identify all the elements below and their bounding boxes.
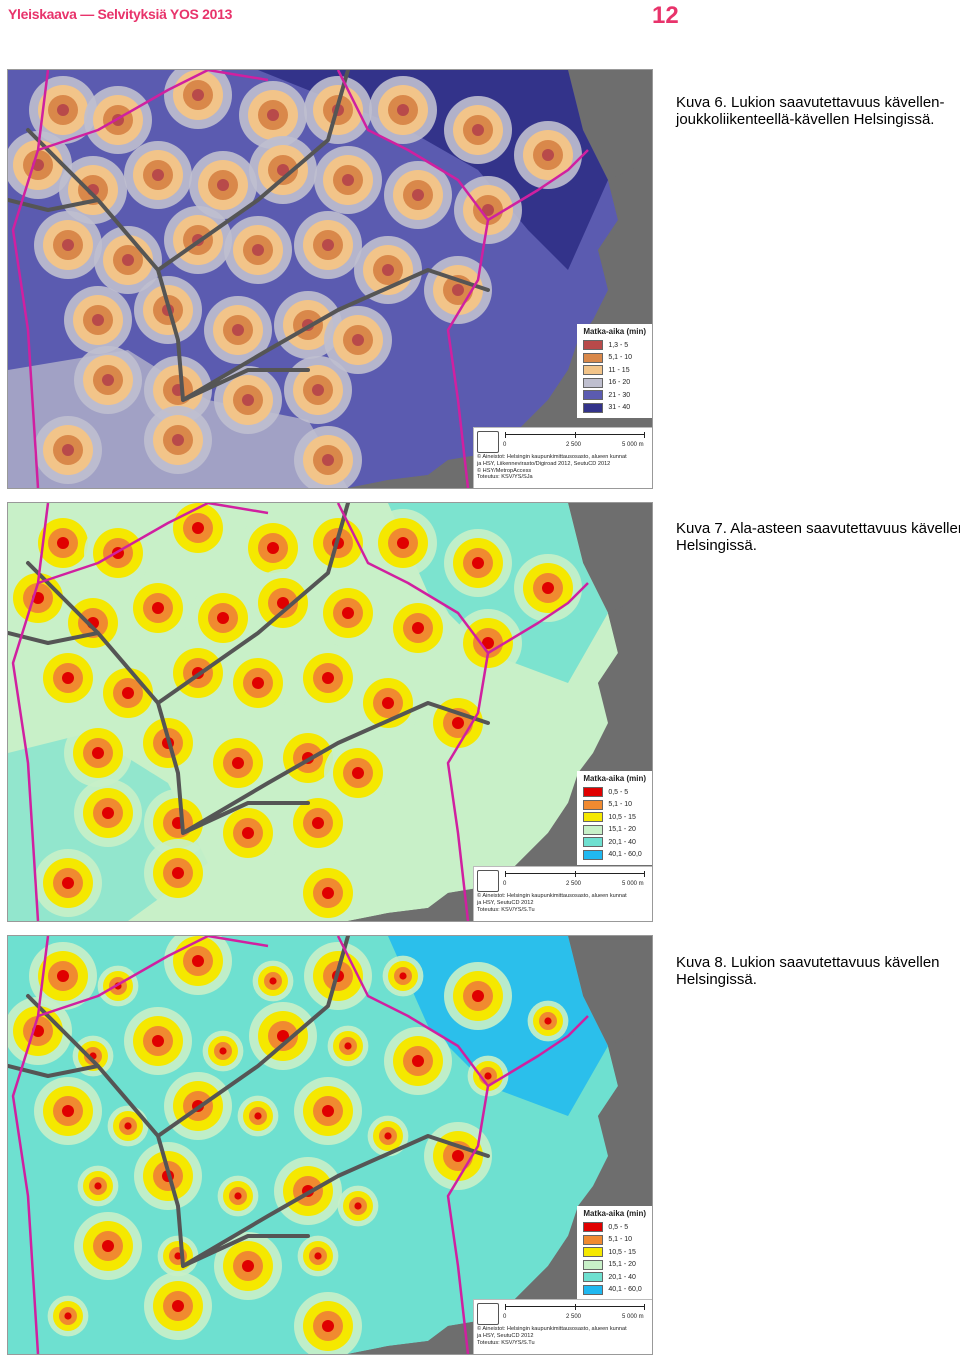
map-canvas — [8, 936, 652, 1354]
legend-swatch — [583, 1234, 604, 1245]
legend-item: 10,5 - 15 — [583, 811, 646, 824]
map-figure-7: Matka-aika (min) 0,5 - 5 5,1 - 10 10,5 - 1… — [7, 502, 653, 922]
legend-swatch — [583, 1222, 604, 1233]
legend-item: 1,3 - 5 — [583, 339, 646, 352]
legend-label: 40,1 - 60,0 — [608, 851, 642, 859]
map-figure-6: Matka-aika (min) 1,3 - 5 5,1 - 10 11 - 15 1… — [7, 69, 653, 489]
legend-item: 0,5 - 5 — [583, 786, 646, 799]
legend-label: 1,3 - 5 — [608, 341, 629, 349]
legend-title: Matka-aika (min) — [583, 774, 646, 783]
legend-label: 10,5 - 15 — [608, 1248, 636, 1256]
legend-swatch — [583, 365, 604, 376]
city-logo-icon — [477, 431, 499, 453]
city-logo-icon — [477, 1303, 499, 1325]
legend-swatch — [583, 1284, 604, 1295]
legend-label: 21 - 30 — [608, 391, 631, 399]
legend-swatch — [583, 352, 604, 363]
legend-swatch — [583, 824, 604, 835]
scale-label-2: 5 000 m — [622, 881, 644, 887]
legend-item: 40,1 - 60,0 — [583, 849, 646, 862]
legend-swatch — [583, 799, 604, 810]
header-title: Yleiskaava — Selvityksiä YOS 2013 — [8, 6, 233, 22]
legend-item: 40,1 - 60,0 — [583, 1284, 646, 1297]
legend-label: 11 - 15 — [608, 366, 630, 374]
legend-title: Matka-aika (min) — [583, 327, 646, 336]
scale-label-0: 0 — [503, 442, 507, 448]
legend-item: 20,1 - 40 — [583, 836, 646, 849]
scale-label-2: 5 000 m — [622, 442, 644, 448]
legend-item: 20,1 - 40 — [583, 1271, 646, 1284]
legend-item: 31 - 40 — [583, 402, 646, 415]
legend-item: 5,1 - 10 — [583, 352, 646, 365]
map-credits: © Aineistot: Helsingin kaupunkimittausos… — [477, 893, 627, 913]
legend-swatch — [583, 377, 604, 388]
scale-label-0: 0 — [503, 881, 507, 887]
legend-swatch — [583, 1259, 604, 1270]
legend-swatch — [583, 1272, 604, 1283]
legend-label: 5,1 - 10 — [608, 354, 633, 362]
caption-figure-6: Kuva 6. Lukion saavutettavuus kävellen-j… — [676, 94, 945, 128]
scale-label-1: 2 500 — [566, 881, 582, 887]
legend-label: 5,1 - 10 — [608, 801, 633, 809]
legend-item: 15,1 - 20 — [583, 1259, 646, 1272]
legend-item: 10,5 - 15 — [583, 1246, 646, 1259]
caption-figure-7: Kuva 7. Ala-asteen saavutettavuus kävell… — [676, 520, 960, 554]
legend-item: 5,1 - 10 — [583, 799, 646, 812]
map-credits: © Aineistot: Helsingin kaupunkimittausos… — [477, 454, 627, 481]
scale-and-credits: 0 2 500 5 000 m © Aineistot: Helsingin k… — [473, 427, 652, 488]
city-logo-icon — [477, 870, 499, 892]
scale-label-2: 5 000 m — [622, 1314, 644, 1320]
legend-item: 16 - 20 — [583, 377, 646, 390]
legend-swatch — [583, 1247, 604, 1258]
map-credits: © Aineistot: Helsingin kaupunkimittausos… — [477, 1326, 627, 1346]
scale-label-0: 0 — [503, 1314, 507, 1320]
legend-swatch — [583, 402, 604, 413]
legend-label: 15,1 - 20 — [608, 1261, 636, 1269]
legend-swatch — [583, 787, 604, 798]
legend-item: 11 - 15 — [583, 364, 646, 377]
legend-label: 5,1 - 10 — [608, 1236, 633, 1244]
page-number: 12 — [652, 2, 679, 29]
scale-and-credits: 0 2 500 5 000 m © Aineistot: Helsingin k… — [473, 866, 652, 921]
legend-label: 15,1 - 20 — [608, 826, 636, 834]
caption-figure-8: Kuva 8. Lukion saavutettavuus kävellen He… — [676, 954, 940, 988]
legend-swatch — [583, 849, 604, 860]
legend-label: 0,5 - 5 — [608, 788, 629, 796]
legend-item: 5,1 - 10 — [583, 1234, 646, 1247]
legend-swatch — [583, 837, 604, 848]
scale-bar — [505, 432, 645, 440]
legend-item: 21 - 30 — [583, 389, 646, 402]
scale-label-1: 2 500 — [566, 1314, 582, 1320]
map-legend: Matka-aika (min) 0,5 - 5 5,1 - 10 10,5 - 1… — [577, 771, 652, 865]
map-figure-8: Matka-aika (min) 0,5 - 5 5,1 - 10 10,5 - 1… — [7, 935, 653, 1355]
scale-label-1: 2 500 — [566, 442, 582, 448]
map-canvas — [8, 503, 652, 921]
scale-bar — [505, 871, 645, 879]
legend-label: 16 - 20 — [608, 379, 631, 387]
legend-title: Matka-aika (min) — [583, 1209, 646, 1218]
map-canvas — [8, 70, 652, 488]
map-legend: Matka-aika (min) 0,5 - 5 5,1 - 10 10,5 - 1… — [577, 1206, 652, 1300]
scale-and-credits: 0 2 500 5 000 m © Aineistot: Helsingin k… — [473, 1299, 652, 1354]
legend-label: 0,5 - 5 — [608, 1223, 629, 1231]
legend-swatch — [583, 812, 604, 823]
legend-swatch — [583, 390, 604, 401]
legend-label: 40,1 - 60,0 — [608, 1286, 642, 1294]
legend-item: 15,1 - 20 — [583, 824, 646, 837]
legend-label: 20,1 - 40 — [608, 1273, 636, 1281]
legend-item: 0,5 - 5 — [583, 1221, 646, 1234]
map-legend: Matka-aika (min) 1,3 - 5 5,1 - 10 11 - 15 1… — [577, 324, 652, 418]
legend-swatch — [583, 340, 604, 351]
legend-label: 10,5 - 15 — [608, 813, 636, 821]
legend-label: 31 - 40 — [608, 404, 631, 412]
legend-label: 20,1 - 40 — [608, 838, 636, 846]
scale-bar — [505, 1304, 645, 1312]
